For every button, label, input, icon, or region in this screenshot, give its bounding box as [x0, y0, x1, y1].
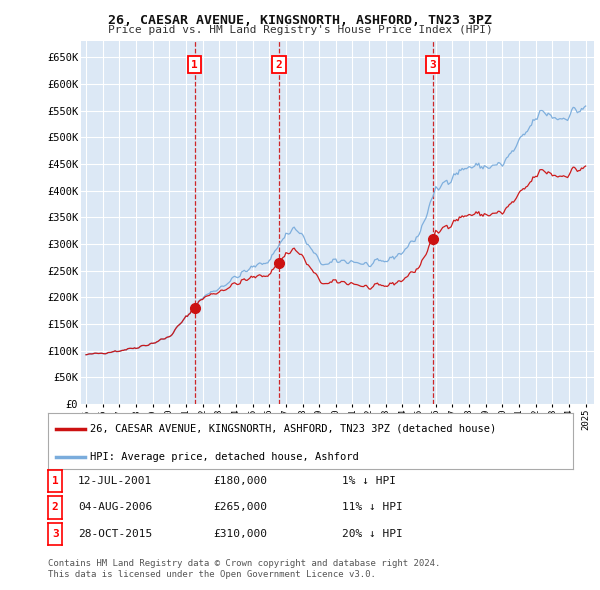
- Text: 26, CAESAR AVENUE, KINGSNORTH, ASHFORD, TN23 3PZ (detached house): 26, CAESAR AVENUE, KINGSNORTH, ASHFORD, …: [90, 424, 496, 434]
- Text: 1% ↓ HPI: 1% ↓ HPI: [342, 476, 396, 486]
- Text: HPI: Average price, detached house, Ashford: HPI: Average price, detached house, Ashf…: [90, 452, 359, 462]
- Text: Contains HM Land Registry data © Crown copyright and database right 2024.
This d: Contains HM Land Registry data © Crown c…: [48, 559, 440, 579]
- Text: £310,000: £310,000: [213, 529, 267, 539]
- Text: 2: 2: [275, 60, 282, 70]
- Text: £180,000: £180,000: [213, 476, 267, 486]
- Text: 20% ↓ HPI: 20% ↓ HPI: [342, 529, 403, 539]
- Text: 28-OCT-2015: 28-OCT-2015: [78, 529, 152, 539]
- Text: Price paid vs. HM Land Registry's House Price Index (HPI): Price paid vs. HM Land Registry's House …: [107, 25, 493, 35]
- Text: 1: 1: [191, 60, 198, 70]
- Text: 26, CAESAR AVENUE, KINGSNORTH, ASHFORD, TN23 3PZ: 26, CAESAR AVENUE, KINGSNORTH, ASHFORD, …: [108, 14, 492, 27]
- Text: 12-JUL-2001: 12-JUL-2001: [78, 476, 152, 486]
- Text: 2: 2: [52, 503, 59, 512]
- Text: 3: 3: [52, 529, 59, 539]
- Text: 1: 1: [52, 476, 59, 486]
- Text: £265,000: £265,000: [213, 503, 267, 512]
- Text: 11% ↓ HPI: 11% ↓ HPI: [342, 503, 403, 512]
- Text: 3: 3: [430, 60, 436, 70]
- Text: 04-AUG-2006: 04-AUG-2006: [78, 503, 152, 512]
